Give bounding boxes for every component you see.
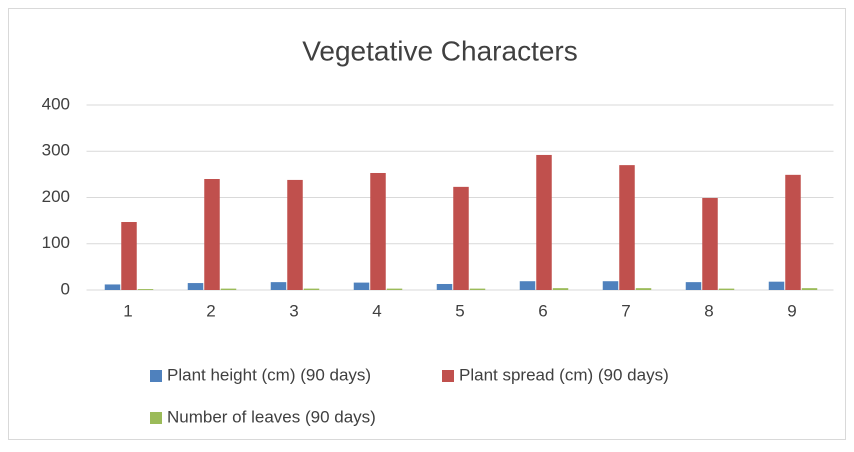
bar — [519, 281, 536, 290]
bar — [436, 283, 453, 290]
legend-label: Plant height (cm) (90 days) — [167, 365, 371, 384]
bar — [619, 165, 635, 290]
y-tick-label: 0 — [61, 279, 70, 298]
bar — [220, 288, 237, 290]
x-tick-label: 4 — [372, 301, 381, 320]
bar — [386, 288, 403, 290]
y-tick-label: 100 — [42, 233, 70, 252]
x-tick-label: 9 — [787, 301, 796, 320]
x-tick-label: 2 — [206, 301, 215, 320]
legend-label: Plant spread (cm) (90 days) — [459, 365, 669, 384]
bar — [635, 288, 652, 290]
bar — [204, 179, 220, 290]
x-tick-label: 1 — [123, 301, 132, 320]
x-tick-label: 7 — [621, 301, 630, 320]
legend-label: Number of leaves (90 days) — [167, 407, 376, 426]
x-tick-label: 8 — [704, 301, 713, 320]
bar — [685, 282, 702, 290]
y-tick-label: 200 — [42, 187, 70, 206]
y-tick-label: 400 — [42, 94, 70, 113]
bar — [718, 288, 735, 290]
bar — [353, 282, 370, 290]
bar — [121, 222, 137, 290]
x-tick-label: 3 — [289, 301, 298, 320]
x-tick-label: 6 — [538, 301, 547, 320]
bar — [536, 154, 552, 290]
bar — [801, 288, 818, 290]
bar — [702, 197, 718, 290]
bar — [453, 186, 469, 290]
bar — [785, 174, 801, 290]
bar — [303, 288, 320, 290]
legend-swatch — [442, 370, 454, 382]
bar — [552, 288, 569, 290]
bar — [137, 289, 154, 290]
x-tick-label: 5 — [455, 301, 464, 320]
bar — [287, 179, 303, 290]
bar — [370, 172, 386, 290]
bar — [104, 284, 121, 290]
legend-swatch — [150, 370, 162, 382]
bar — [469, 288, 486, 290]
bar — [602, 281, 619, 290]
legend-swatch — [150, 412, 162, 424]
bar — [768, 281, 785, 290]
bar — [270, 282, 287, 290]
y-tick-label: 300 — [42, 141, 70, 160]
chart-title: Vegetative Characters — [302, 35, 578, 66]
bar — [187, 283, 204, 290]
